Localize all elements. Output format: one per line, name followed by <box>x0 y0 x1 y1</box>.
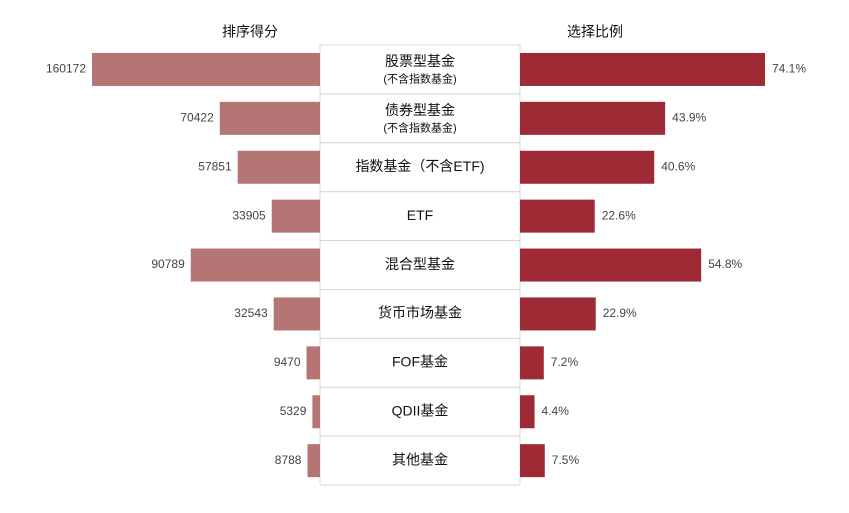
left-value-label: 90789 <box>151 257 185 271</box>
right-value-label: 74.1% <box>772 62 806 76</box>
right-value-label: 22.6% <box>602 208 636 222</box>
category-label: 货币市场基金 <box>378 305 462 321</box>
right-value-label: 7.2% <box>551 355 579 369</box>
right-bar <box>520 346 544 380</box>
left-bar <box>190 248 320 282</box>
right-value-label: 54.8% <box>708 257 742 271</box>
left-value-label: 160172 <box>46 62 86 76</box>
category-cell <box>319 142 521 193</box>
right-header: 选择比例 <box>567 24 623 40</box>
right-bar <box>520 150 655 184</box>
category-cell <box>319 240 521 291</box>
right-value-label: 43.9% <box>672 111 706 125</box>
left-bar <box>306 346 320 380</box>
right-value-label: 4.4% <box>542 404 570 418</box>
category-label: ETF <box>407 207 433 223</box>
category-cell <box>319 289 521 339</box>
right-value-label: 7.5% <box>552 453 580 467</box>
category-cell <box>319 93 521 144</box>
left-value-label: 8788 <box>275 453 302 467</box>
category-label: FOF基金 <box>392 354 448 370</box>
category-cell <box>319 44 521 95</box>
right-bar <box>520 395 535 429</box>
right-value-label: 22.9% <box>603 306 637 320</box>
right-bar <box>520 101 666 135</box>
left-bar <box>307 444 320 478</box>
category-label: 其他基金 <box>392 451 448 467</box>
left-bar <box>219 101 320 135</box>
left-value-label: 70422 <box>180 111 214 125</box>
left-bar <box>312 395 320 429</box>
right-value-label: 40.6% <box>661 159 695 173</box>
left-value-label: 9470 <box>274 355 301 369</box>
right-bar <box>520 199 595 233</box>
right-bar <box>520 444 545 478</box>
category-cell <box>319 191 521 242</box>
left-value-label: 32543 <box>234 306 268 320</box>
category-subtitle: (不含指数基金) <box>383 120 456 134</box>
left-bar <box>271 199 320 233</box>
right-bar <box>520 52 765 86</box>
category-label: 债券型基金 <box>385 102 455 118</box>
category-subtitle: (不含指数基金) <box>383 71 456 85</box>
left-value-label: 5329 <box>280 404 307 418</box>
category-label: 混合型基金 <box>385 256 455 272</box>
left-value-label: 57851 <box>198 159 232 173</box>
category-label: 指数基金（不含ETF) <box>355 158 484 174</box>
category-label: 股票型基金 <box>385 53 455 69</box>
right-bar <box>520 297 596 331</box>
left-bar <box>273 297 320 331</box>
left-header: 排序得分 <box>222 24 278 40</box>
left-bar <box>92 52 320 86</box>
category-label: QDII基金 <box>392 402 449 418</box>
left-value-label: 33905 <box>232 208 266 222</box>
left-bar <box>237 150 320 184</box>
right-bar <box>520 248 702 282</box>
